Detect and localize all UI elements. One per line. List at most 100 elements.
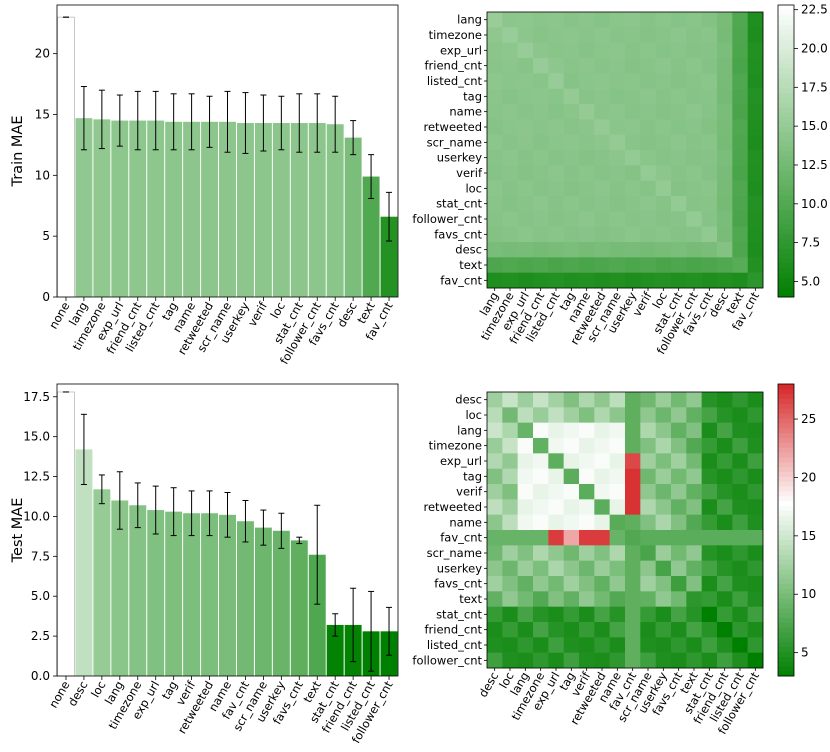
bar-tag xyxy=(165,121,183,297)
heatmap-cell xyxy=(502,257,518,273)
heatmap-cell xyxy=(609,134,626,151)
heatmap-cell xyxy=(701,530,718,546)
heatmap-cell xyxy=(563,438,580,454)
heatmap-cell xyxy=(609,453,626,469)
heatmap-cell xyxy=(533,196,549,212)
heatmap-cell xyxy=(533,104,549,120)
colorbar-segment xyxy=(778,112,794,118)
heatmap-cell xyxy=(655,196,672,212)
heatmap-cell xyxy=(686,272,702,289)
heatmap-cell xyxy=(671,196,687,212)
heatmap-cell xyxy=(717,499,733,515)
heatmap-cell xyxy=(487,499,503,515)
heatmap-cell xyxy=(625,484,641,500)
bar-none xyxy=(57,391,75,677)
heatmap-cell xyxy=(701,242,718,258)
heatmap-cell xyxy=(609,165,626,181)
heatmap-cell xyxy=(563,606,580,623)
heatmap-cell xyxy=(487,27,503,43)
heatmap-cell xyxy=(563,12,580,28)
heatmap-cell xyxy=(563,226,580,243)
colorbar-frame xyxy=(777,383,795,677)
colorbar-segment xyxy=(778,617,794,623)
bar-name xyxy=(219,514,236,676)
colorbar-segment xyxy=(778,637,794,643)
bar-name xyxy=(183,121,201,297)
heatmap-cell xyxy=(671,12,687,28)
heatmap-cell xyxy=(594,484,610,500)
y-tick-label: exp_url xyxy=(440,454,482,468)
colorbar-segment xyxy=(778,457,794,463)
heatmap-cell xyxy=(671,637,687,653)
heatmap-cell xyxy=(579,591,595,607)
heatmap-cell xyxy=(671,560,687,577)
heatmap-cell xyxy=(609,180,626,197)
heatmap-cell xyxy=(609,104,626,120)
heatmap-cell xyxy=(517,134,534,151)
y-tick-label: 5 xyxy=(42,229,50,243)
y-tick-label: friend_cnt xyxy=(424,59,482,73)
heatmap-cell xyxy=(717,180,733,197)
heatmap-cell xyxy=(548,12,564,28)
heatmap-cell xyxy=(533,514,549,531)
heatmap-cell xyxy=(487,622,503,638)
heatmap-cell xyxy=(747,622,764,638)
heatmap-cell xyxy=(732,150,748,166)
heatmap-cell xyxy=(563,530,580,546)
heatmap-cell xyxy=(517,606,534,623)
heatmap-cell xyxy=(548,576,564,592)
heatmap-cell xyxy=(502,438,518,454)
colorbar-segment xyxy=(778,224,794,230)
y-tick-label: scr_name xyxy=(427,135,482,149)
heatmap-cell xyxy=(747,134,764,151)
heatmap-cell xyxy=(701,88,718,105)
heatmap-cell xyxy=(609,257,626,273)
heatmap-cell xyxy=(609,211,626,227)
heatmap-cell xyxy=(717,514,733,531)
heatmap-cell xyxy=(579,514,595,531)
heatmap-cell xyxy=(671,576,687,592)
y-tick-label: fav_cnt xyxy=(440,531,482,545)
heatmap-cell xyxy=(732,257,748,273)
heatmap-cell xyxy=(579,211,595,227)
colorbar-tick-label: 12.5 xyxy=(801,158,828,172)
heatmap-cell xyxy=(640,576,656,592)
heatmap-cell xyxy=(732,272,748,289)
colorbar-segment xyxy=(778,408,794,414)
heatmap-cell xyxy=(655,73,672,89)
heatmap-cell xyxy=(517,165,534,181)
colorbar-segment xyxy=(778,63,794,69)
heatmap-cell xyxy=(686,606,702,623)
heatmap-cell xyxy=(517,591,534,607)
colorbar-segment xyxy=(778,461,794,468)
bar-none xyxy=(57,16,75,298)
heatmap-cell xyxy=(717,545,733,561)
colorbar-segment xyxy=(778,87,794,93)
heatmap-cell xyxy=(517,484,534,500)
heatmap-cell xyxy=(487,196,503,212)
heatmap-cell xyxy=(732,88,748,105)
heatmap-cell xyxy=(609,530,626,546)
heatmap-cell xyxy=(563,58,580,74)
heatmap-cell xyxy=(671,392,687,408)
colorbar-segment xyxy=(778,486,794,492)
colorbar-segment xyxy=(778,568,794,575)
heatmap-cell xyxy=(640,196,656,212)
heatmap-cell xyxy=(548,73,564,89)
heatmap-cell xyxy=(502,42,518,59)
heatmap-cell xyxy=(732,438,748,454)
heatmap-cell xyxy=(625,134,641,151)
heatmap-cell xyxy=(517,576,534,592)
heatmap-cell xyxy=(609,12,626,28)
colorbar-segment xyxy=(778,262,794,269)
heatmap-cell xyxy=(671,88,687,105)
heatmap-cell xyxy=(717,606,733,623)
y-tick-label: tag xyxy=(463,89,482,103)
heatmap-cell xyxy=(747,58,764,74)
colorbar-segment xyxy=(778,243,794,249)
heatmap-cell xyxy=(563,165,580,181)
heatmap-cell xyxy=(487,242,503,258)
heatmap-cell xyxy=(701,499,718,515)
heatmap-cell xyxy=(548,453,564,469)
heatmap-cell xyxy=(686,180,702,197)
